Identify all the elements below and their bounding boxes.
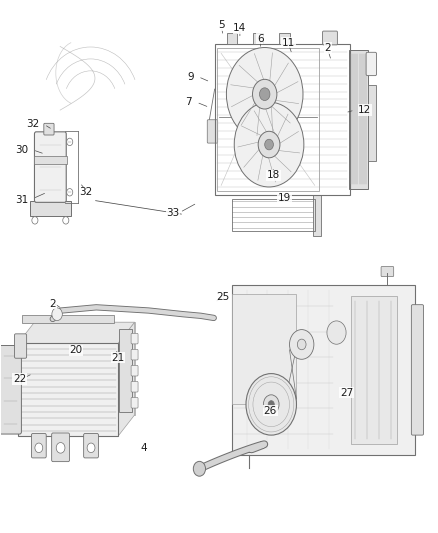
Text: 31: 31 — [15, 195, 28, 205]
FancyBboxPatch shape — [131, 398, 138, 408]
FancyBboxPatch shape — [279, 33, 290, 44]
FancyBboxPatch shape — [0, 345, 21, 434]
FancyBboxPatch shape — [411, 305, 424, 435]
Text: 21: 21 — [111, 353, 125, 362]
Text: 19: 19 — [278, 192, 291, 203]
Text: 4: 4 — [141, 443, 148, 453]
FancyBboxPatch shape — [84, 433, 99, 458]
Circle shape — [193, 462, 205, 476]
Text: 32: 32 — [80, 187, 93, 197]
Circle shape — [35, 443, 43, 453]
FancyBboxPatch shape — [368, 85, 376, 161]
Text: 26: 26 — [264, 406, 277, 416]
Circle shape — [290, 329, 314, 359]
FancyBboxPatch shape — [381, 266, 394, 277]
Circle shape — [87, 443, 95, 453]
Circle shape — [253, 79, 277, 109]
Text: 20: 20 — [70, 345, 83, 356]
FancyBboxPatch shape — [52, 433, 70, 462]
FancyBboxPatch shape — [366, 52, 377, 76]
FancyBboxPatch shape — [22, 316, 114, 323]
Text: 30: 30 — [15, 145, 28, 155]
FancyBboxPatch shape — [227, 33, 237, 44]
Polygon shape — [18, 343, 118, 436]
Circle shape — [327, 321, 346, 344]
FancyBboxPatch shape — [131, 333, 138, 344]
Circle shape — [56, 442, 65, 453]
Circle shape — [67, 138, 73, 146]
Circle shape — [67, 189, 73, 196]
FancyBboxPatch shape — [131, 349, 138, 360]
FancyBboxPatch shape — [313, 195, 321, 236]
FancyBboxPatch shape — [349, 50, 368, 189]
FancyBboxPatch shape — [34, 156, 67, 164]
FancyBboxPatch shape — [32, 433, 46, 458]
Text: 7: 7 — [185, 97, 192, 107]
FancyBboxPatch shape — [253, 33, 263, 44]
FancyBboxPatch shape — [232, 285, 415, 455]
Text: 5: 5 — [218, 20, 225, 30]
Text: 2: 2 — [49, 298, 56, 309]
Text: 25: 25 — [217, 292, 230, 302]
Text: 18: 18 — [267, 171, 280, 180]
Circle shape — [63, 216, 69, 224]
Polygon shape — [35, 322, 134, 415]
Circle shape — [268, 401, 274, 408]
Polygon shape — [18, 322, 134, 343]
Circle shape — [32, 216, 38, 224]
Text: 27: 27 — [340, 387, 353, 398]
FancyBboxPatch shape — [131, 366, 138, 376]
Circle shape — [258, 131, 280, 158]
Circle shape — [265, 139, 273, 150]
Text: 22: 22 — [13, 374, 26, 384]
FancyBboxPatch shape — [131, 382, 138, 392]
Text: 33: 33 — [166, 208, 180, 219]
Text: 9: 9 — [187, 71, 194, 82]
FancyBboxPatch shape — [207, 120, 218, 143]
Text: 6: 6 — [257, 34, 264, 44]
Text: 12: 12 — [358, 105, 371, 115]
Text: 32: 32 — [26, 119, 40, 130]
FancyBboxPatch shape — [119, 329, 132, 413]
FancyBboxPatch shape — [351, 296, 396, 444]
Text: 11: 11 — [282, 38, 295, 48]
Circle shape — [226, 47, 303, 141]
Circle shape — [263, 395, 279, 414]
FancyBboxPatch shape — [322, 31, 337, 45]
FancyBboxPatch shape — [232, 294, 296, 404]
Circle shape — [297, 339, 306, 350]
Circle shape — [52, 308, 62, 320]
FancyBboxPatch shape — [35, 132, 66, 203]
Polygon shape — [118, 322, 134, 436]
Text: 2: 2 — [325, 43, 331, 53]
Circle shape — [259, 88, 270, 101]
FancyBboxPatch shape — [44, 123, 54, 135]
FancyBboxPatch shape — [14, 334, 27, 358]
FancyBboxPatch shape — [30, 201, 71, 216]
Circle shape — [246, 374, 297, 435]
Circle shape — [234, 102, 304, 187]
Text: 14: 14 — [233, 23, 247, 33]
